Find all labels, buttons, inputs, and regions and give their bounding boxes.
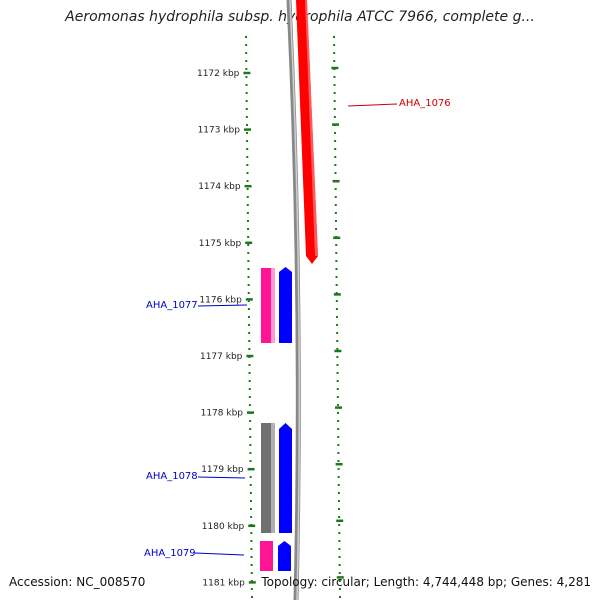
tick-label: 1175 kbp: [199, 239, 242, 249]
gene-aha-1078-gray-highlight: [271, 423, 275, 533]
tick-label: 1176 kbp: [199, 295, 242, 305]
genome-summary-text: Topology: circular; Length: 4,744,448 bp…: [261, 575, 591, 589]
gene-aha-1079-blue-arrow[interactable]: [278, 541, 291, 571]
gene-label-aha-1079: AHA_1079: [144, 548, 196, 559]
backbone-arc: [286, 0, 301, 600]
right-ruler-line: [333, 35, 341, 600]
ruler-ticks: 1172 kbp 1173 kbp 1174 kbp 1175 kbp 1176 kbp…: [197, 66, 344, 588]
tick-label: 1181 kbp: [202, 578, 245, 588]
left-ruler-line: [245, 35, 253, 600]
gene-aha-1076-highlight: [305, 0, 318, 256]
gene-label-aha-1077: AHA_1077: [146, 300, 198, 311]
tick-label: 1179 kbp: [201, 465, 244, 475]
gene-aha-1077-blue-arrow[interactable]: [279, 267, 292, 343]
gene-aha-1078-blue-arrow[interactable]: [279, 423, 292, 533]
label-line-aha-1078: [197, 476, 246, 479]
label-line-aha-1079: [194, 552, 245, 556]
tick-label: 1173 kbp: [198, 126, 241, 136]
tick-label: 1178 kbp: [201, 409, 244, 419]
tick-label: 1180 kbp: [202, 522, 245, 532]
label-line-aha-1077: [197, 304, 248, 307]
tick-label: 1174 kbp: [198, 182, 241, 192]
gene-aha-1079-pink-feature[interactable]: [260, 541, 273, 571]
gene-aha-1077-pink-highlight: [271, 268, 275, 343]
accession-text: Accession: NC_008570: [9, 575, 146, 589]
gene-label-aha-1078: AHA_1078: [146, 471, 198, 482]
tick-label: 1177 kbp: [200, 352, 243, 362]
gene-label-aha-1076: AHA_1076: [399, 98, 451, 109]
tick-label: 1172 kbp: [197, 69, 240, 79]
label-line-aha-1076: [347, 103, 398, 107]
backbone-arc-highlight: [289, 0, 301, 600]
gene-aha-1076[interactable]: [296, 0, 318, 264]
